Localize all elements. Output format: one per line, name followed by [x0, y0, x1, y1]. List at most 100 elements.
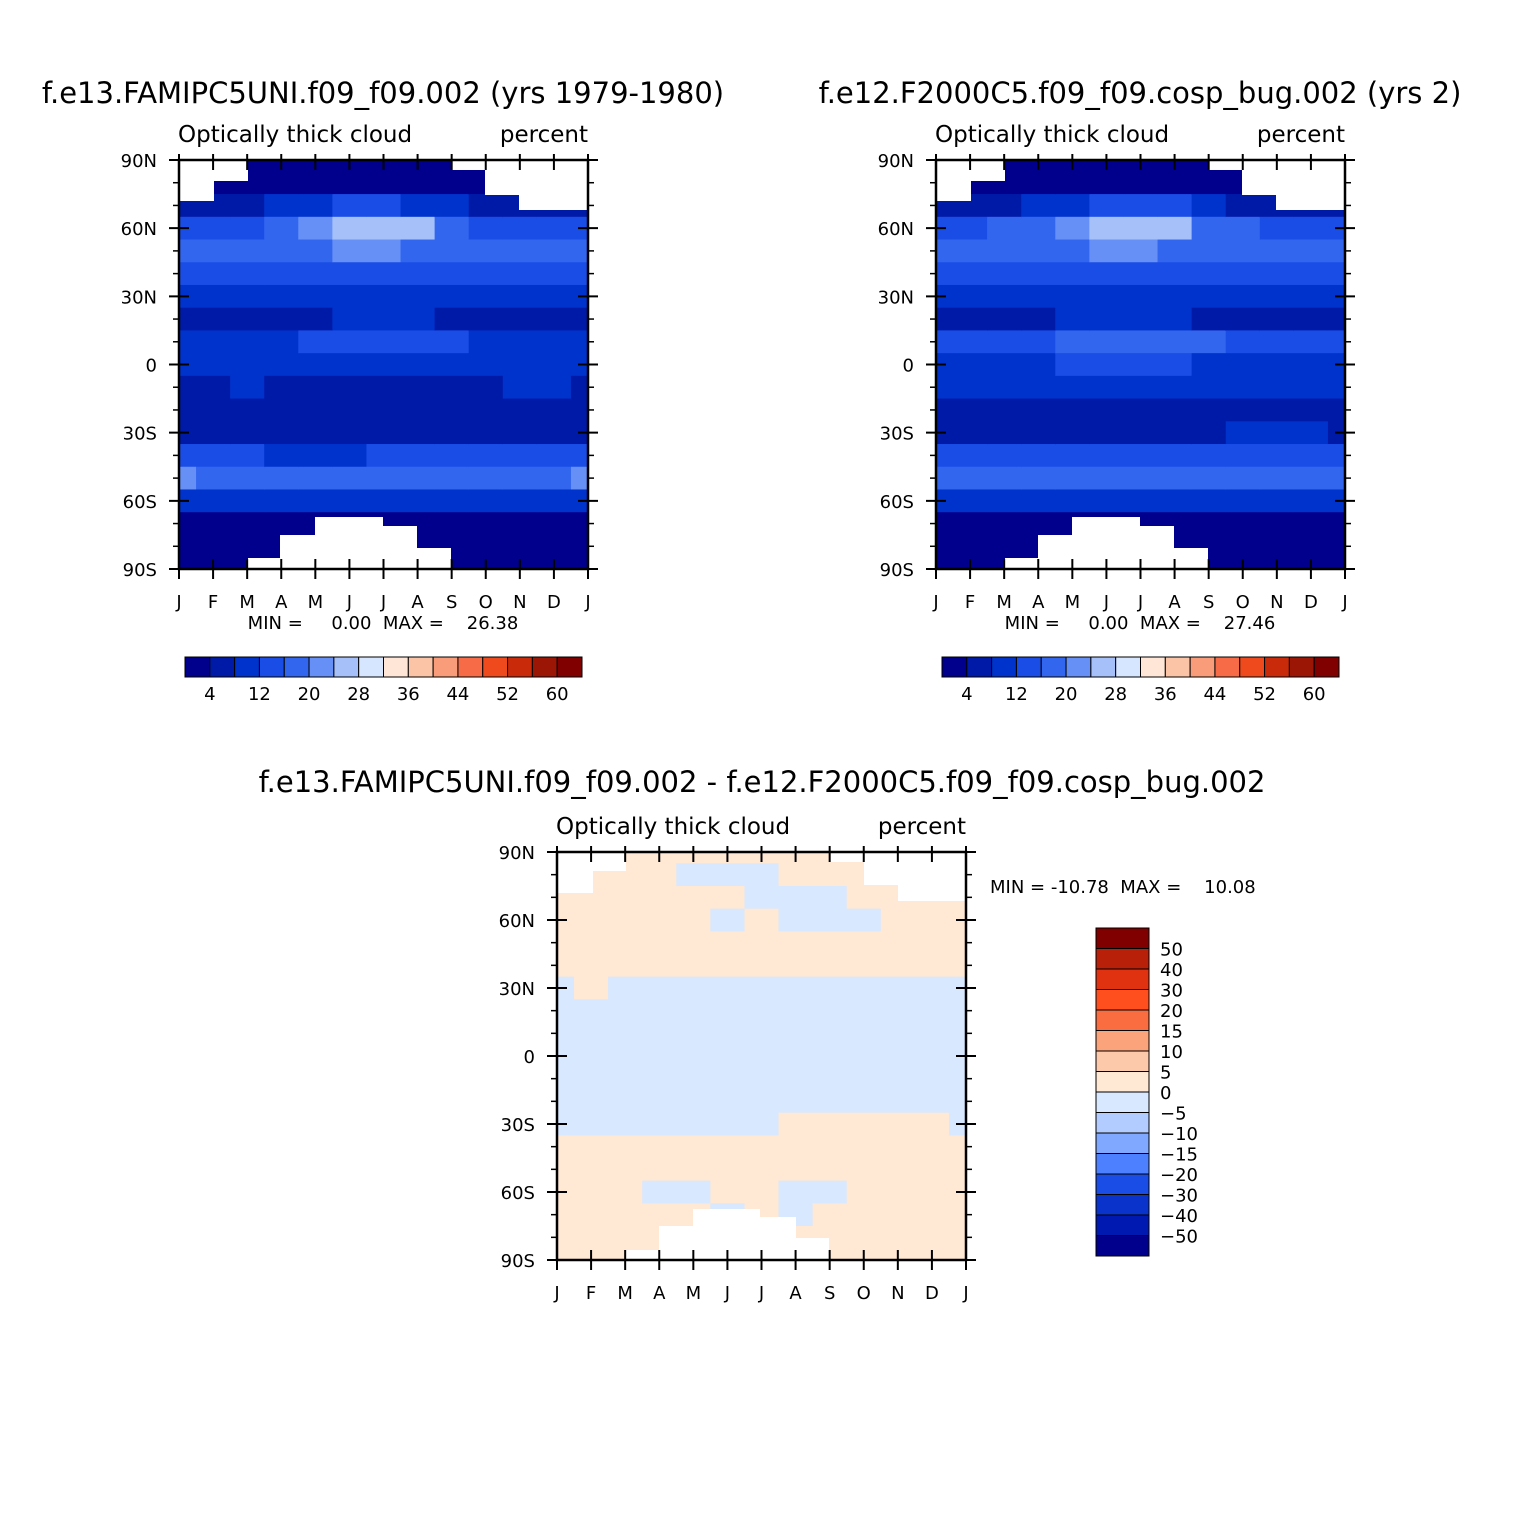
- y-tick-label: 90S: [880, 560, 914, 581]
- field-cell: [812, 1112, 848, 1136]
- field-cell: [778, 1090, 814, 1114]
- x-tick-label: D: [925, 1283, 939, 1304]
- field-cell: [502, 307, 538, 332]
- field-cell: [642, 1044, 677, 1068]
- field-cell: [196, 398, 231, 422]
- field-cell: [987, 375, 1022, 400]
- field-cell: [1259, 262, 1295, 286]
- colorbar-box: [1015, 656, 1042, 678]
- field-cell: [230, 421, 265, 445]
- field-cell: [608, 1067, 643, 1091]
- field-cell: [744, 908, 780, 932]
- field-cell: [179, 534, 197, 559]
- field-cell: [676, 954, 711, 978]
- field-cell: [468, 375, 504, 400]
- field-cell: [1089, 466, 1125, 491]
- field-cell: [332, 307, 368, 332]
- field-cell: [366, 398, 402, 422]
- field-cell: [196, 262, 231, 286]
- field-cell: [1259, 375, 1295, 400]
- field-cell: [1225, 284, 1261, 309]
- field-cell: [400, 216, 436, 241]
- missing-data-mask: [936, 160, 1345, 569]
- panel-right-subtitle: percent: [1257, 122, 1345, 148]
- field-cell: [744, 1090, 780, 1114]
- field-cell: [1157, 398, 1193, 422]
- field-cell: [1327, 398, 1346, 422]
- colorbar: 4 12 20 28 36 44 52 60: [941, 656, 1340, 705]
- colorbar-box: [1095, 927, 1150, 949]
- field-cell: [812, 954, 848, 978]
- field-cell: [264, 489, 299, 513]
- field-cell: [366, 239, 402, 263]
- field-cell: [744, 886, 780, 910]
- field-cell: [1225, 398, 1261, 422]
- field-cell: [1293, 398, 1329, 422]
- field-cell: [1293, 216, 1329, 241]
- missing-data-region: [593, 852, 626, 871]
- field-cell: [953, 262, 988, 286]
- field-cell: [1123, 489, 1159, 513]
- field-cell: [676, 1180, 711, 1204]
- field-cell: [846, 1180, 882, 1204]
- field-cell: [608, 1158, 643, 1182]
- field-cell: [812, 1180, 848, 1204]
- field-cell: [366, 489, 402, 513]
- field-cell: [1191, 307, 1227, 332]
- field-cell: [846, 976, 882, 1000]
- x-tick-label: J: [1137, 592, 1143, 613]
- colorbar-label: −15: [1160, 1145, 1198, 1166]
- colorbar-label: 0: [1160, 1083, 1171, 1104]
- field-cell: [987, 489, 1022, 513]
- field-cell: [812, 1067, 848, 1091]
- field-cell: [468, 466, 504, 491]
- field-cell: [642, 1180, 677, 1204]
- field-cell: [936, 466, 954, 491]
- field-cell: [536, 421, 572, 445]
- panel-right-subtitle: percent: [500, 122, 588, 148]
- field-cell: [948, 1135, 967, 1159]
- field-cell: [536, 444, 572, 468]
- y-tick-label: 60N: [878, 219, 914, 240]
- y-tick-labels: 90N 60N 30N 0 30S 60S 90S: [499, 843, 535, 1272]
- y-tick-label: 30S: [123, 424, 157, 445]
- colorbar-box: [1164, 656, 1191, 678]
- x-tick-label: A: [275, 592, 288, 613]
- colorbar-box: [1095, 1009, 1150, 1031]
- field-cell: [1157, 216, 1193, 241]
- field-cell: [608, 1203, 643, 1227]
- field-cell: [1089, 262, 1125, 286]
- field-cell: [1055, 262, 1090, 286]
- field-cell: [332, 194, 368, 218]
- field-cell: [1089, 489, 1125, 513]
- field-cell: [880, 1135, 916, 1159]
- field-cell: [179, 557, 197, 570]
- colorbar-box: [1095, 968, 1150, 990]
- field-cell: [880, 1203, 916, 1227]
- field-cell: [880, 1067, 916, 1091]
- field-cell: [936, 444, 954, 468]
- field-cell: [1293, 375, 1329, 400]
- field-cell: [298, 262, 333, 286]
- field-cell: [557, 999, 575, 1023]
- field-cell: [1123, 330, 1159, 354]
- x-tick-label: J: [346, 592, 352, 613]
- field-cell: [1021, 512, 1056, 536]
- field-cell: [676, 863, 711, 887]
- field-cell: [1293, 307, 1329, 332]
- field-cell: [778, 1112, 814, 1136]
- colorbar-box: [1095, 1030, 1150, 1052]
- colorbar-box: [1095, 1214, 1150, 1236]
- field-cell: [846, 1112, 882, 1136]
- field-cell: [502, 239, 538, 263]
- field-cell: [744, 1067, 780, 1091]
- field-cell: [812, 1135, 848, 1159]
- field-cell: [936, 307, 954, 332]
- colorbar-label: −50: [1160, 1227, 1198, 1248]
- field-cell: [1157, 489, 1193, 513]
- field-cell: [1259, 421, 1295, 445]
- field-cell: [948, 1158, 967, 1182]
- colorbar-label: 4: [204, 684, 215, 705]
- field-cell: [298, 375, 333, 400]
- field-cell: [1327, 534, 1346, 559]
